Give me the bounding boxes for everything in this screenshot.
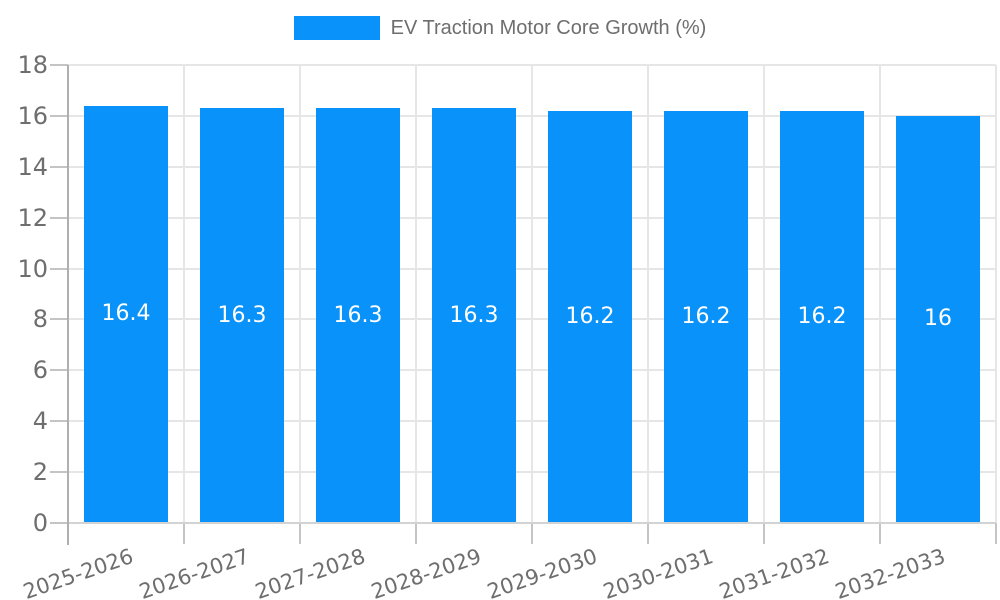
- legend-swatch: [293, 16, 380, 40]
- gridline-v: [763, 65, 765, 523]
- x-axis-label: 2029-2030: [483, 544, 600, 600]
- bar: [84, 105, 168, 523]
- chart-legend: EV Traction Motor Core Growth (%): [0, 16, 1000, 40]
- x-axis-label: 2030-2031: [599, 544, 716, 600]
- y-axis-tick-label: 0: [32, 509, 48, 537]
- bar: [200, 108, 284, 523]
- bar-value-label: 16.3: [217, 302, 267, 328]
- x-axis-tick: [647, 523, 649, 544]
- gridline-v: [647, 65, 649, 523]
- gridline-v: [183, 65, 185, 523]
- bar-value-label: 16.2: [565, 303, 615, 329]
- x-axis-label: 2028-2029: [367, 544, 484, 600]
- bar-value-label: 16: [924, 306, 952, 332]
- y-axis-tick: [50, 114, 68, 117]
- bar: [316, 108, 400, 523]
- legend-label: EV Traction Motor Core Growth (%): [390, 17, 707, 39]
- y-axis-tick: [50, 318, 68, 321]
- x-axis-tick: [299, 523, 301, 544]
- x-axis-tick: [415, 523, 417, 544]
- x-axis-tick: [183, 523, 185, 544]
- bar: [664, 110, 748, 523]
- y-axis-tick-label: 16: [17, 101, 48, 130]
- bar-value-label: 16.3: [333, 302, 383, 328]
- x-axis-label: 2031-2032: [715, 544, 832, 600]
- bar: [896, 115, 980, 523]
- bar-value-label: 16.4: [101, 301, 151, 327]
- x-axis-label: 2027-2028: [251, 544, 368, 600]
- gridline-v: [531, 65, 533, 523]
- y-axis-tick: [50, 369, 68, 372]
- bar: [780, 110, 864, 523]
- x-axis-tick: [995, 523, 997, 544]
- y-axis-tick-label: 12: [17, 203, 48, 232]
- y-axis-tick: [50, 267, 68, 270]
- y-axis-tick-label: 14: [17, 152, 48, 181]
- bar-value-label: 16.3: [449, 302, 499, 328]
- y-axis-tick: [50, 420, 68, 423]
- y-axis-tick: [50, 471, 68, 474]
- x-axis-tick: [763, 523, 765, 544]
- bar: [548, 110, 632, 523]
- bar: [432, 108, 516, 523]
- y-axis-tick: [50, 165, 68, 168]
- x-axis-label: 2025-2026: [19, 544, 136, 600]
- gridline-v: [995, 65, 997, 523]
- y-axis-tick: [50, 64, 68, 66]
- y-axis-line: [67, 65, 69, 545]
- gridline-v: [415, 65, 417, 523]
- y-axis-tick: [50, 522, 68, 524]
- x-axis-tick: [531, 523, 533, 544]
- gridline-v: [299, 65, 301, 523]
- x-axis-label: 2026-2027: [135, 544, 252, 600]
- y-axis-tick: [50, 216, 68, 219]
- x-axis-tick: [879, 523, 881, 544]
- gridline-v: [879, 65, 881, 523]
- y-axis-tick-label: 18: [17, 51, 48, 79]
- y-axis-tick-label: 4: [32, 407, 48, 436]
- axis-baseline: [68, 522, 996, 524]
- y-axis-tick-label: 8: [32, 305, 48, 334]
- y-axis-tick-label: 2: [32, 458, 48, 487]
- y-axis-tick-label: 10: [17, 254, 48, 283]
- x-axis-label: 2032-2033: [831, 544, 948, 600]
- y-axis-tick-label: 6: [32, 356, 48, 385]
- bar-value-label: 16.2: [681, 303, 731, 329]
- bar-value-label: 16.2: [797, 303, 847, 329]
